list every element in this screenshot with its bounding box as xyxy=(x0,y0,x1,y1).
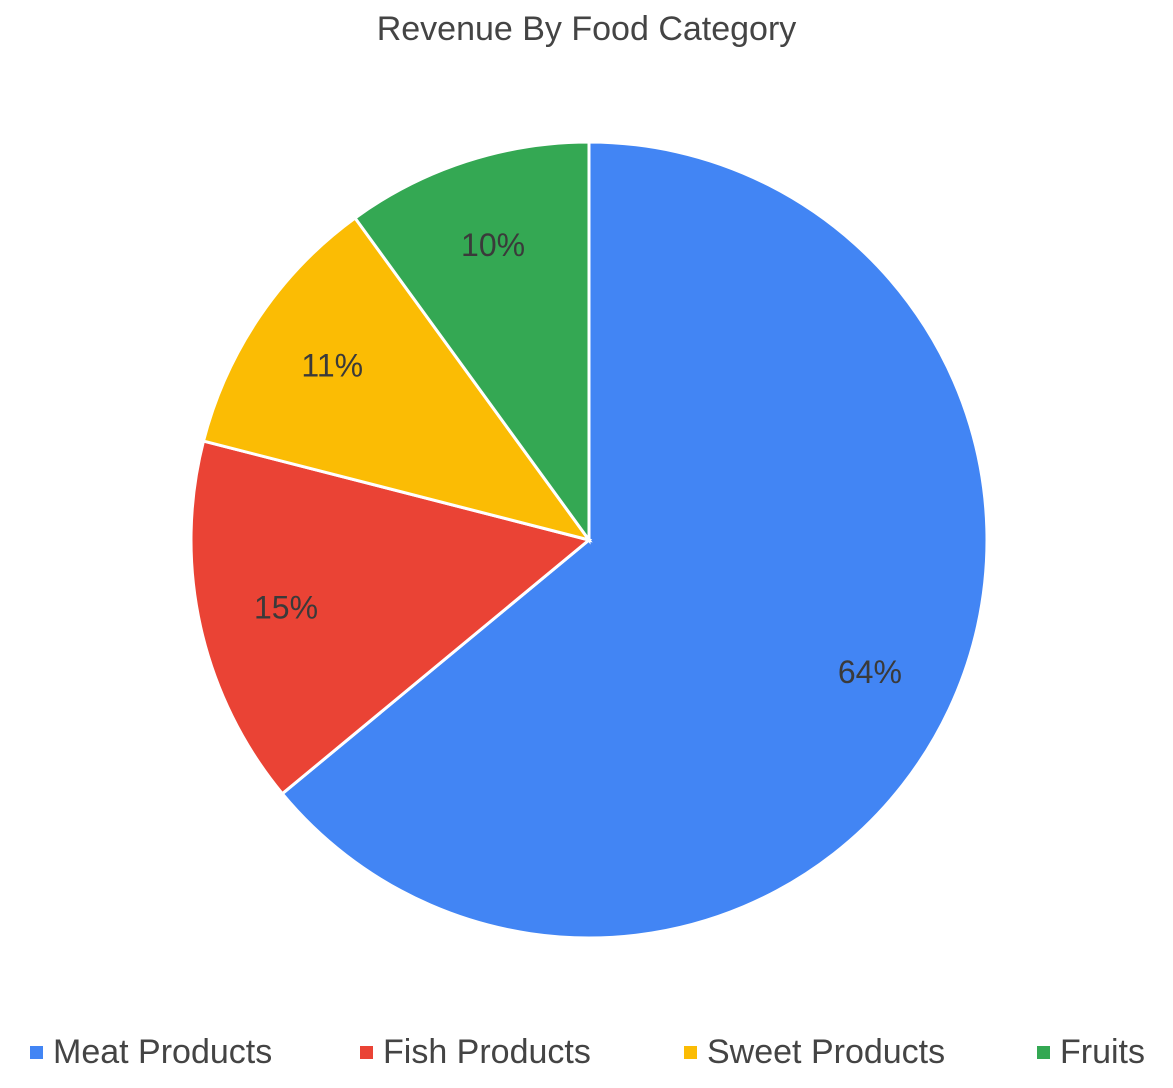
slice-label-fruits: 10% xyxy=(461,227,525,263)
legend-label: Sweet Products xyxy=(707,1032,946,1071)
slice-label-meat-products: 64% xyxy=(838,654,902,690)
slice-label-sweet-products: 11% xyxy=(301,348,363,384)
legend-item-fish-products: Fish Products xyxy=(360,1028,591,1076)
legend-label: Fish Products xyxy=(383,1032,591,1071)
pie-slice-sweet-products xyxy=(201,215,593,543)
legend-swatch xyxy=(1037,1045,1050,1059)
pie-slice-fruits xyxy=(352,140,591,545)
legend-swatch xyxy=(684,1045,697,1059)
legend-item-meat-products: Meat Products xyxy=(30,1028,272,1076)
legend-swatch xyxy=(360,1045,373,1059)
pie-slice-meat-products xyxy=(280,140,989,940)
legend-label: Meat Products xyxy=(53,1032,273,1071)
legend-swatch xyxy=(30,1045,43,1059)
legend-item-fruits: Fruits xyxy=(1037,1028,1145,1076)
legend-item-sweet-products: Sweet Products xyxy=(684,1028,945,1076)
legend-label: Fruits xyxy=(1060,1032,1145,1071)
legend: Meat Products Fish Products Sweet Products… xyxy=(0,1028,1173,1076)
pie-slice-fish-products xyxy=(189,439,593,796)
slice-label-fish-products: 15% xyxy=(254,590,318,626)
chart-title: Revenue By Food Category xyxy=(376,10,797,48)
